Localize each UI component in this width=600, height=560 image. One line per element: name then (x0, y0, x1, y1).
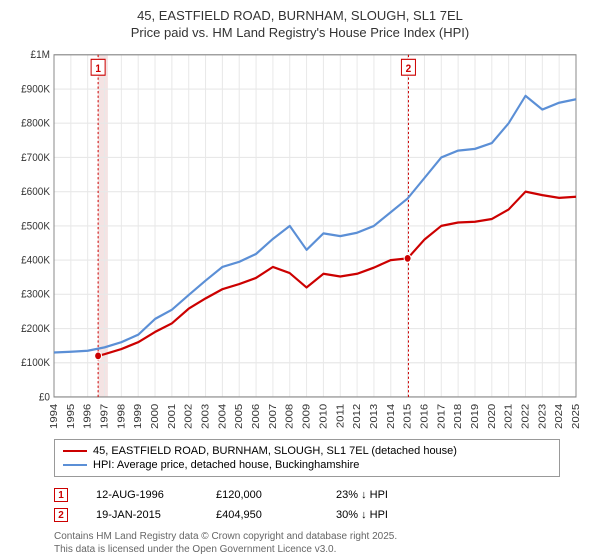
marker-delta-2: 30% ↓ HPI (336, 509, 428, 521)
svg-text:1998: 1998 (116, 403, 127, 428)
svg-text:2003: 2003 (200, 403, 211, 428)
marker-date-2: 19-JAN-2015 (96, 509, 188, 521)
svg-text:1996: 1996 (82, 403, 93, 428)
svg-text:2000: 2000 (150, 403, 161, 428)
marker-price-2: £404,950 (216, 509, 308, 521)
svg-text:2013: 2013 (369, 403, 380, 428)
svg-text:£500K: £500K (21, 220, 50, 233)
svg-text:1997: 1997 (99, 403, 110, 428)
legend: 45, EASTFIELD ROAD, BURNHAM, SLOUGH, SL1… (54, 439, 560, 477)
svg-text:2011: 2011 (335, 403, 346, 427)
marker-row-1: 1 12-AUG-1996 £120,000 23% ↓ HPI (54, 485, 560, 505)
svg-text:2016: 2016 (419, 403, 430, 428)
sale-markers: 1 12-AUG-1996 £120,000 23% ↓ HPI 2 19-JA… (54, 485, 560, 525)
marker-row-2: 2 19-JAN-2015 £404,950 30% ↓ HPI (54, 505, 560, 525)
svg-text:1995: 1995 (65, 403, 76, 428)
footer-line-1: Contains HM Land Registry data © Crown c… (54, 531, 560, 544)
svg-text:2014: 2014 (385, 403, 396, 428)
svg-text:2021: 2021 (503, 403, 514, 428)
svg-text:2010: 2010 (318, 403, 329, 428)
legend-swatch-1 (63, 450, 87, 452)
svg-text:2007: 2007 (267, 403, 278, 428)
svg-text:£800K: £800K (21, 117, 50, 130)
footer-line-2: This data is licensed under the Open Gov… (54, 544, 560, 557)
svg-text:2020: 2020 (486, 403, 497, 428)
svg-text:£200K: £200K (21, 322, 50, 335)
legend-item-2: HPI: Average price, detached house, Buck… (63, 458, 551, 472)
svg-text:1: 1 (95, 62, 101, 75)
svg-text:£900K: £900K (21, 83, 50, 96)
svg-text:£700K: £700K (21, 151, 50, 164)
title-line-2: Price paid vs. HM Land Registry's House … (10, 25, 590, 42)
svg-text:£100K: £100K (21, 356, 50, 369)
footer-note: Contains HM Land Registry data © Crown c… (54, 531, 560, 556)
svg-text:2025: 2025 (571, 403, 582, 428)
svg-text:2015: 2015 (402, 403, 413, 428)
legend-item-1: 45, EASTFIELD ROAD, BURNHAM, SLOUGH, SL1… (63, 444, 551, 458)
svg-text:2002: 2002 (183, 403, 194, 428)
svg-text:2023: 2023 (537, 403, 548, 428)
marker-badge-1: 1 (54, 488, 68, 502)
svg-text:2017: 2017 (436, 403, 447, 428)
svg-text:£0: £0 (39, 391, 50, 404)
marker-price-1: £120,000 (216, 489, 308, 501)
chart-title: 45, EASTFIELD ROAD, BURNHAM, SLOUGH, SL1… (10, 8, 590, 42)
svg-text:£300K: £300K (21, 288, 50, 301)
svg-text:2022: 2022 (520, 403, 531, 428)
marker-delta-1: 23% ↓ HPI (336, 489, 428, 501)
svg-text:2006: 2006 (251, 403, 262, 428)
line-chart: £0 £100K £200K £300K £400K £500K £600K £700K £80… (10, 48, 590, 433)
marker-badge-2: 2 (54, 508, 68, 522)
svg-text:2009: 2009 (301, 403, 312, 428)
svg-text:2019: 2019 (470, 403, 481, 428)
title-line-1: 45, EASTFIELD ROAD, BURNHAM, SLOUGH, SL1… (10, 8, 590, 25)
marker-date-1: 12-AUG-1996 (96, 489, 188, 501)
svg-text:2: 2 (406, 62, 412, 75)
legend-label-1: 45, EASTFIELD ROAD, BURNHAM, SLOUGH, SL1… (93, 445, 457, 457)
legend-swatch-2 (63, 464, 87, 466)
svg-text:2005: 2005 (234, 403, 245, 428)
svg-text:2018: 2018 (453, 403, 464, 428)
svg-text:£600K: £600K (21, 185, 50, 198)
legend-label-2: HPI: Average price, detached house, Buck… (93, 459, 359, 471)
chart-area: £0 £100K £200K £300K £400K £500K £600K £700K £80… (10, 48, 590, 433)
svg-text:1999: 1999 (133, 403, 144, 428)
svg-text:2004: 2004 (217, 403, 228, 428)
svg-text:2001: 2001 (166, 403, 177, 428)
svg-text:1994: 1994 (49, 403, 60, 428)
svg-text:2008: 2008 (284, 403, 295, 428)
svg-text:£1M: £1M (31, 48, 51, 61)
svg-text:£400K: £400K (21, 254, 50, 267)
svg-text:2024: 2024 (554, 403, 565, 428)
svg-text:2012: 2012 (352, 403, 363, 428)
